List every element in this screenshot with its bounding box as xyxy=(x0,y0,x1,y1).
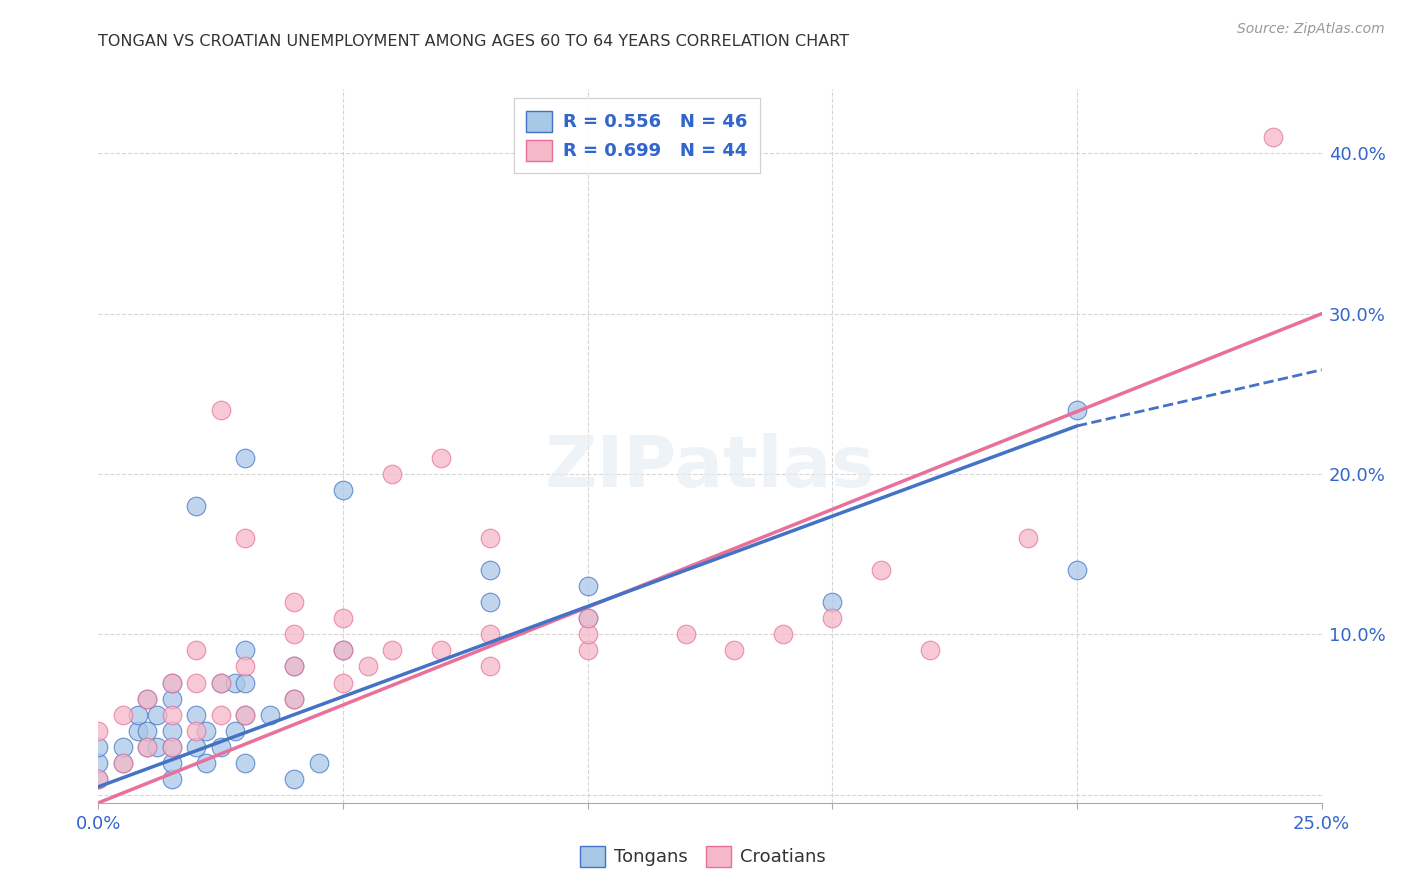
Point xyxy=(283,691,305,706)
Point xyxy=(186,739,208,754)
Point xyxy=(111,756,134,770)
Point xyxy=(186,723,208,738)
Point xyxy=(111,756,134,770)
Point xyxy=(209,403,232,417)
Point xyxy=(478,627,501,641)
Point xyxy=(186,707,208,722)
Point xyxy=(136,723,159,738)
Text: TONGAN VS CROATIAN UNEMPLOYMENT AMONG AGES 60 TO 64 YEARS CORRELATION CHART: TONGAN VS CROATIAN UNEMPLOYMENT AMONG AG… xyxy=(98,34,849,49)
Point xyxy=(87,772,110,786)
Point xyxy=(209,739,232,754)
Text: Source: ZipAtlas.com: Source: ZipAtlas.com xyxy=(1237,22,1385,37)
Point xyxy=(920,643,942,657)
Point xyxy=(87,772,110,786)
Point xyxy=(283,691,305,706)
Point xyxy=(136,691,159,706)
Point xyxy=(146,707,169,722)
Point xyxy=(146,739,169,754)
Point xyxy=(127,707,149,722)
Point xyxy=(224,675,246,690)
Point xyxy=(195,756,218,770)
Text: ZIPatlas: ZIPatlas xyxy=(546,433,875,502)
Point xyxy=(283,595,305,609)
Point xyxy=(136,739,159,754)
Point xyxy=(160,739,183,754)
Point xyxy=(233,643,256,657)
Point xyxy=(186,643,208,657)
Point xyxy=(111,707,134,722)
Point xyxy=(233,756,256,770)
Point xyxy=(160,675,183,690)
Point xyxy=(430,450,453,465)
Point xyxy=(478,531,501,545)
Point xyxy=(233,707,256,722)
Point xyxy=(332,483,354,497)
Point xyxy=(332,611,354,625)
Point xyxy=(283,772,305,786)
Point xyxy=(233,675,256,690)
Point xyxy=(233,531,256,545)
Point xyxy=(127,723,149,738)
Point xyxy=(209,675,232,690)
Point xyxy=(576,643,599,657)
Point xyxy=(136,739,159,754)
Point xyxy=(576,579,599,593)
Point xyxy=(160,756,183,770)
Point xyxy=(1261,130,1284,145)
Point xyxy=(87,723,110,738)
Point xyxy=(87,756,110,770)
Point xyxy=(1066,563,1088,577)
Point xyxy=(430,643,453,657)
Point xyxy=(209,675,232,690)
Point xyxy=(870,563,893,577)
Point xyxy=(332,643,354,657)
Point xyxy=(381,643,404,657)
Point xyxy=(233,450,256,465)
Point xyxy=(675,627,697,641)
Point xyxy=(381,467,404,481)
Point xyxy=(576,611,599,625)
Point xyxy=(233,659,256,673)
Point xyxy=(478,659,501,673)
Legend: R = 0.556   N = 46, R = 0.699   N = 44: R = 0.556 N = 46, R = 0.699 N = 44 xyxy=(513,98,759,173)
Point xyxy=(224,723,246,738)
Point xyxy=(332,675,354,690)
Point xyxy=(478,563,501,577)
Point xyxy=(160,739,183,754)
Point xyxy=(821,611,844,625)
Point xyxy=(1017,531,1039,545)
Point xyxy=(772,627,794,641)
Point xyxy=(136,691,159,706)
Point xyxy=(259,707,281,722)
Point xyxy=(478,595,501,609)
Point xyxy=(87,739,110,754)
Point xyxy=(1066,403,1088,417)
Point xyxy=(111,739,134,754)
Point xyxy=(283,659,305,673)
Point xyxy=(209,707,232,722)
Point xyxy=(195,723,218,738)
Point xyxy=(283,659,305,673)
Point xyxy=(576,611,599,625)
Point xyxy=(576,627,599,641)
Point xyxy=(821,595,844,609)
Point xyxy=(186,499,208,513)
Point xyxy=(160,723,183,738)
Legend: Tongans, Croatians: Tongans, Croatians xyxy=(572,838,834,874)
Point xyxy=(160,772,183,786)
Point xyxy=(233,707,256,722)
Point xyxy=(308,756,330,770)
Point xyxy=(356,659,378,673)
Point xyxy=(160,707,183,722)
Point xyxy=(332,643,354,657)
Point xyxy=(160,675,183,690)
Point xyxy=(723,643,745,657)
Point xyxy=(160,691,183,706)
Point xyxy=(186,675,208,690)
Point xyxy=(283,627,305,641)
